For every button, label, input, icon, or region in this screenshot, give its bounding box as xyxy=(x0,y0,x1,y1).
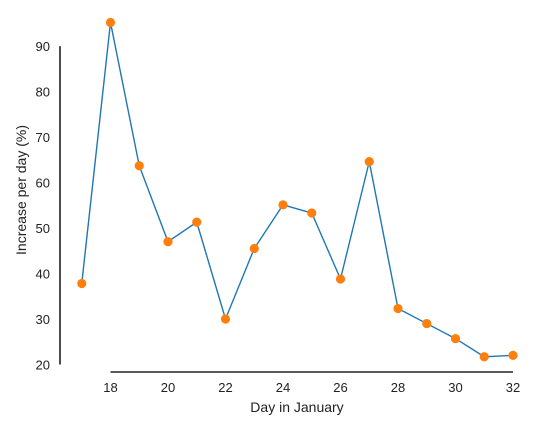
x-axis-ticks: 18 20 22 24 26 28 30 32 xyxy=(103,380,520,395)
x-tick-label: 28 xyxy=(391,380,405,395)
y-tick-label: 80 xyxy=(36,85,50,100)
x-axis-label: Day in January xyxy=(250,399,343,415)
data-point xyxy=(249,243,259,254)
y-tick-label: 60 xyxy=(36,176,50,191)
data-point xyxy=(450,333,461,344)
y-axis-ticks: 20 30 40 50 60 70 80 90 xyxy=(36,39,50,372)
x-tick-label: 24 xyxy=(276,380,290,395)
data-point xyxy=(77,278,87,289)
x-tick-label: 30 xyxy=(448,380,462,395)
y-tick-label: 30 xyxy=(36,312,50,327)
data-point xyxy=(307,208,317,218)
y-tick-label: 20 xyxy=(36,358,50,373)
series-line xyxy=(81,21,514,358)
data-point xyxy=(479,352,489,362)
data-point xyxy=(163,237,173,247)
y-axis-label: Increase per day (%) xyxy=(13,125,29,255)
data-point xyxy=(134,161,144,171)
series-layer xyxy=(77,17,518,362)
data-point xyxy=(364,157,374,167)
y-tick-label: 40 xyxy=(36,267,50,282)
data-point xyxy=(220,314,231,324)
data-point xyxy=(508,350,518,360)
data-point xyxy=(393,303,403,314)
data-point xyxy=(192,217,202,227)
x-tick-label: 22 xyxy=(218,380,232,395)
data-point xyxy=(278,200,288,210)
x-tick-label: 20 xyxy=(161,380,175,395)
y-tick-label: 70 xyxy=(36,130,50,145)
x-tick-label: 32 xyxy=(506,380,520,395)
x-tick-label: 26 xyxy=(333,380,347,395)
y-tick-label: 90 xyxy=(36,39,50,54)
data-point xyxy=(422,318,432,329)
data-point xyxy=(105,17,116,28)
y-tick-label: 50 xyxy=(36,221,50,236)
x-tick-label: 18 xyxy=(103,380,117,395)
data-point xyxy=(335,274,346,284)
